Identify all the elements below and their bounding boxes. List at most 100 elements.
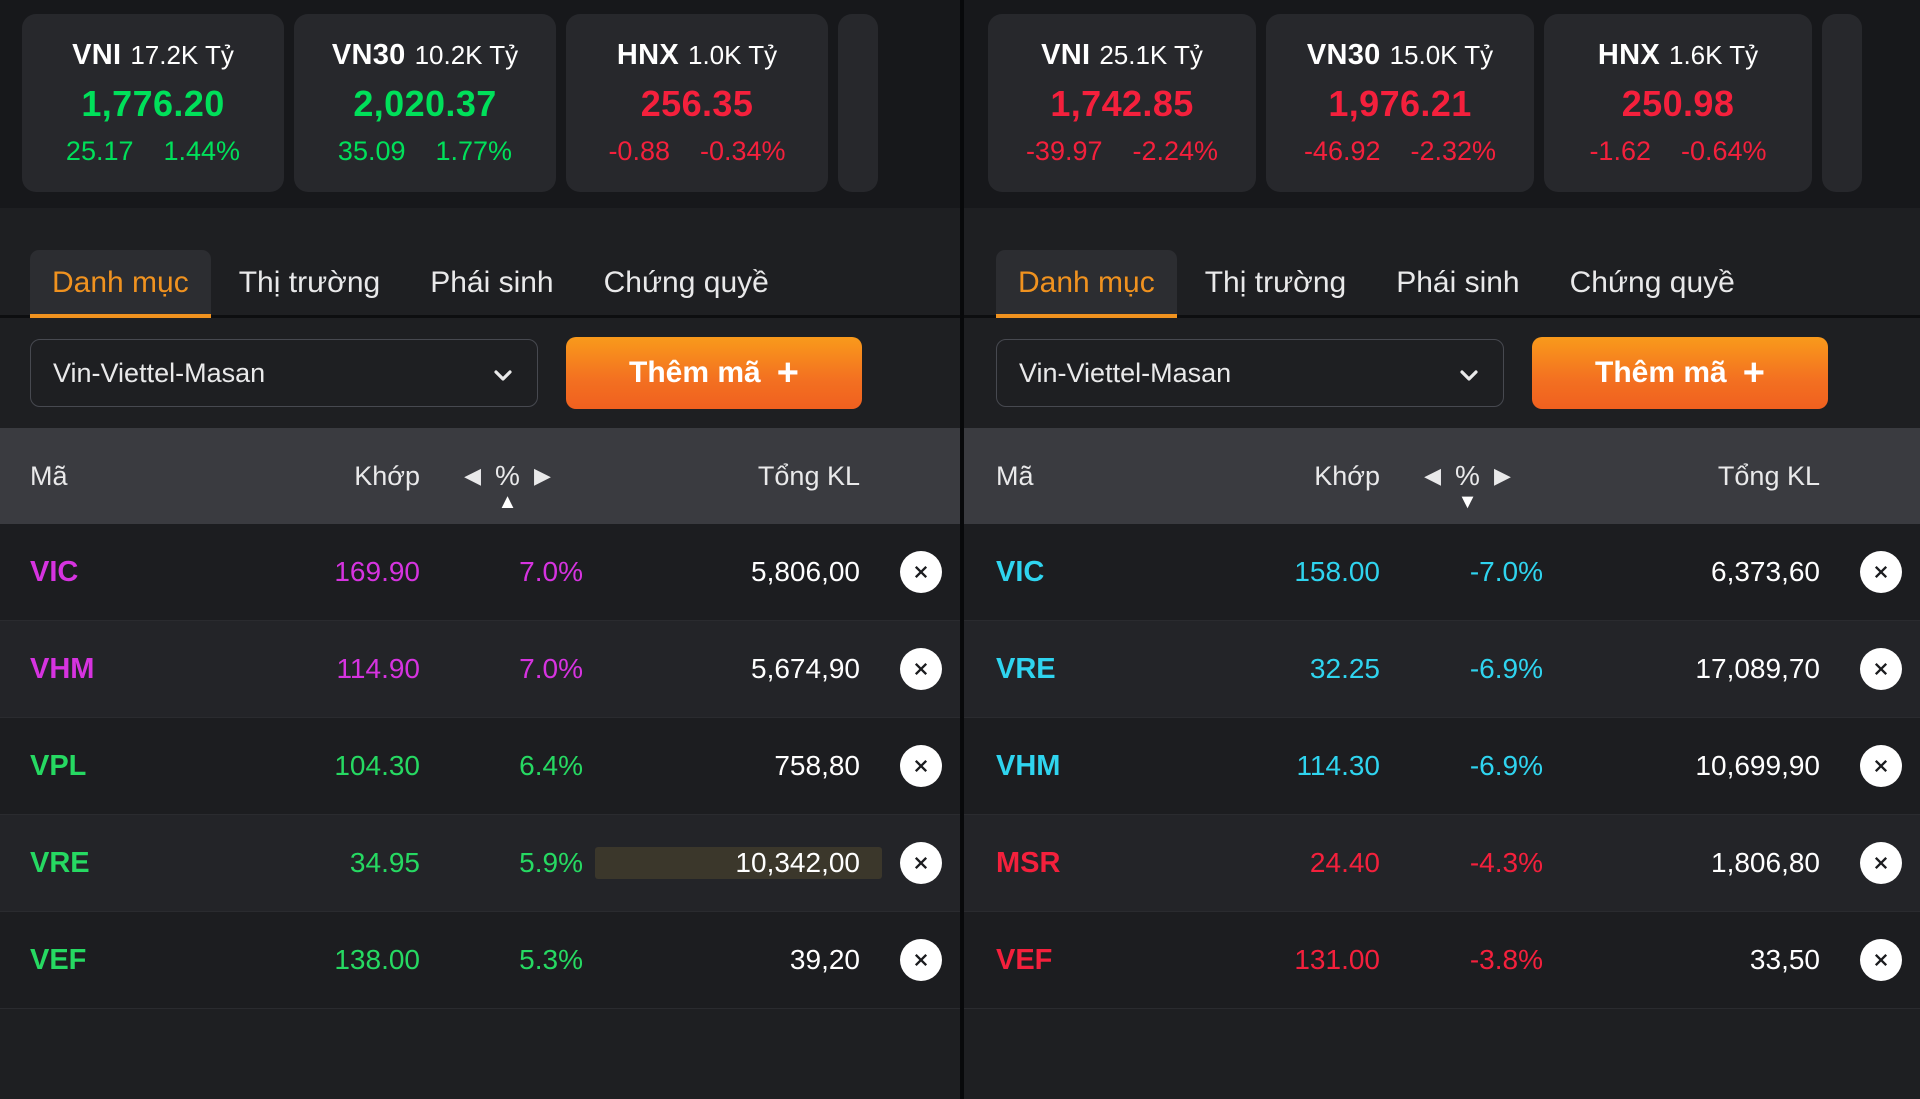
table-row[interactable]: VEF 138.00 5.3% 39,20 [0,912,960,1009]
column-header-percent-label[interactable]: % [495,460,520,491]
column-header-price[interactable]: Khớp [1314,460,1380,491]
remove-symbol-button[interactable] [900,648,942,690]
table-row[interactable]: VIC 169.90 7.0% 5,806,00 [0,524,960,621]
tab-chứng-quyề[interactable]: Chứng quyề [582,250,791,318]
index-change: 25.17 [65,136,134,166]
plus-icon: + [1742,352,1765,394]
index-turnover: 25.1K Tỷ [1099,40,1203,70]
tab-danh-mục[interactable]: Danh mục [996,250,1177,318]
index-card-vni[interactable]: VNI 17.2K Tỷ 1,776.20 25.17 1.44% [22,14,284,192]
cell-symbol[interactable]: VRE [996,652,1056,685]
column-header-symbol[interactable]: Mã [996,460,1034,491]
index-card-vn30[interactable]: VN30 15.0K Tỷ 1,976.21 -46.92 -2.32% [1266,14,1534,192]
table-header-row: Mã Khớp ◀% ▶ ▼ Tổng KL [960,428,1920,524]
table-row[interactable]: VIC 158.00 -7.0% 6,373,60 [960,524,1920,621]
percent-column-controls: ◀% ▶ ▲ [464,460,551,512]
watchlist-table: Mã Khớp ◀% ▶ ▼ Tổng KL VIC 158.00 -7.0% 6,373,60 V… [960,428,1920,1009]
add-symbol-button[interactable]: Thêm mã + [1532,337,1828,409]
cell-symbol[interactable]: VEF [996,943,1053,976]
tab-phái-sinh[interactable]: Phái sinh [1374,250,1541,318]
remove-symbol-button[interactable] [1860,551,1902,593]
cell-price: 32.25 [1309,653,1380,684]
cell-actions [1842,551,1920,593]
remove-symbol-button[interactable] [900,842,942,884]
index-delta-row: -0.88 -0.34% [608,136,785,167]
watchlist-select[interactable]: Vin-Viettel-Masan [996,339,1504,407]
remove-symbol-button[interactable] [1860,745,1902,787]
cell-symbol[interactable]: VRE [30,846,90,879]
index-card-hnx[interactable]: HNX 1.0K Tỷ 256.35 -0.88 -0.34% [566,14,828,192]
table-row[interactable]: MSR 24.40 -4.3% 1,806,80 [960,815,1920,912]
tab-chứng-quyề[interactable]: Chứng quyề [1548,250,1757,318]
column-header-symbol[interactable]: Mã [30,460,68,491]
add-symbol-button[interactable]: Thêm mã + [566,337,862,409]
cell-volume: 33,50 [1749,944,1820,975]
index-change-percent: -0.34% [699,136,786,166]
cell-price: 104.30 [334,750,420,781]
next-column-arrow-icon[interactable]: ▶ [533,463,551,488]
close-circle-icon [910,852,932,874]
table-row[interactable]: VPL 104.30 6.4% 758,80 [0,718,960,815]
add-symbol-label: Thêm mã [1595,356,1727,389]
cell-symbol[interactable]: VIC [30,555,79,588]
tab-phái-sinh[interactable]: Phái sinh [408,250,575,318]
cell-symbol[interactable]: VEF [30,943,87,976]
column-header-percent: ◀% ▶ ▲ [420,460,595,512]
index-card-hnx[interactable]: HNX 1.6K Tỷ 250.98 -1.62 -0.64% [1544,14,1812,192]
tab-thị-trường[interactable]: Thị trường [1183,250,1368,318]
table-row[interactable]: VHM 114.30 -6.9% 10,699,90 [960,718,1920,815]
cell-percent: -6.9% [1469,653,1543,684]
cell-percent: -4.3% [1469,847,1543,878]
index-card-vni[interactable]: VNI 25.1K Tỷ 1,742.85 -39.97 -2.24% [988,14,1256,192]
cell-volume: 6,373,60 [1711,556,1820,587]
table-row[interactable]: VHM 114.90 7.0% 5,674,90 [0,621,960,718]
index-card-partial[interactable] [1822,14,1862,192]
cell-price: 114.90 [336,653,420,684]
prev-column-arrow-icon[interactable]: ◀ [1424,463,1442,488]
cell-symbol[interactable]: VHM [30,652,95,685]
index-name: HNX [616,39,679,71]
cell-price: 131.00 [1294,944,1380,975]
cell-symbol[interactable]: MSR [996,846,1061,879]
remove-symbol-button[interactable] [900,745,942,787]
remove-symbol-button[interactable] [900,939,942,981]
board-panel-left: VNI 17.2K Tỷ 1,776.20 25.17 1.44% VN30 10.2K T… [0,0,960,1099]
tab-danh-mục[interactable]: Danh mục [30,250,211,318]
index-card-header: VN30 15.0K Tỷ [1307,39,1493,72]
remove-symbol-button[interactable] [1860,648,1902,690]
cell-symbol[interactable]: VPL [30,749,87,782]
index-card-partial[interactable] [838,14,878,192]
tab-thị-trường[interactable]: Thị trường [217,250,402,318]
index-change-percent: 1.77% [435,136,513,166]
column-header-volume[interactable]: Tổng KL [1717,460,1820,491]
cell-volume: 5,674,90 [751,653,860,684]
table-row[interactable]: VEF 131.00 -3.8% 33,50 [960,912,1920,1009]
column-header-percent: ◀% ▶ ▼ [1380,460,1555,512]
next-column-arrow-icon[interactable]: ▶ [1493,463,1511,488]
table-row[interactable]: VRE 34.95 5.9% 10,342,00 [0,815,960,912]
close-circle-icon [910,949,932,971]
column-header-price[interactable]: Khớp [354,460,420,491]
index-card-vn30[interactable]: VN30 10.2K Tỷ 2,020.37 35.09 1.77% [294,14,556,192]
remove-symbol-button[interactable] [900,551,942,593]
table-header-row: Mã Khớp ◀% ▶ ▲ Tổng KL [0,428,960,524]
remove-symbol-button[interactable] [1860,842,1902,884]
table-row[interactable]: VRE 32.25 -6.9% 17,089,70 [960,621,1920,718]
index-change-percent: -2.24% [1132,136,1219,166]
column-header-volume[interactable]: Tổng KL [757,460,860,491]
remove-symbol-button[interactable] [1860,939,1902,981]
cell-symbol[interactable]: VIC [996,555,1045,588]
cell-symbol[interactable]: VHM [996,749,1061,782]
index-name: HNX [1597,39,1660,71]
index-change-percent: -0.64% [1680,136,1767,166]
sort-direction-icon[interactable]: ▼ [1457,491,1478,513]
index-turnover: 10.2K Tỷ [414,40,519,70]
column-header-percent-label[interactable]: % [1455,460,1480,491]
prev-column-arrow-icon[interactable]: ◀ [464,463,482,488]
cell-percent: -7.0% [1469,556,1543,587]
sort-direction-icon[interactable]: ▲ [497,491,518,513]
cell-actions [1842,745,1920,787]
close-circle-icon [1870,852,1892,874]
chevron-down-icon [1457,363,1481,387]
watchlist-select[interactable]: Vin-Viettel-Masan [30,339,538,407]
